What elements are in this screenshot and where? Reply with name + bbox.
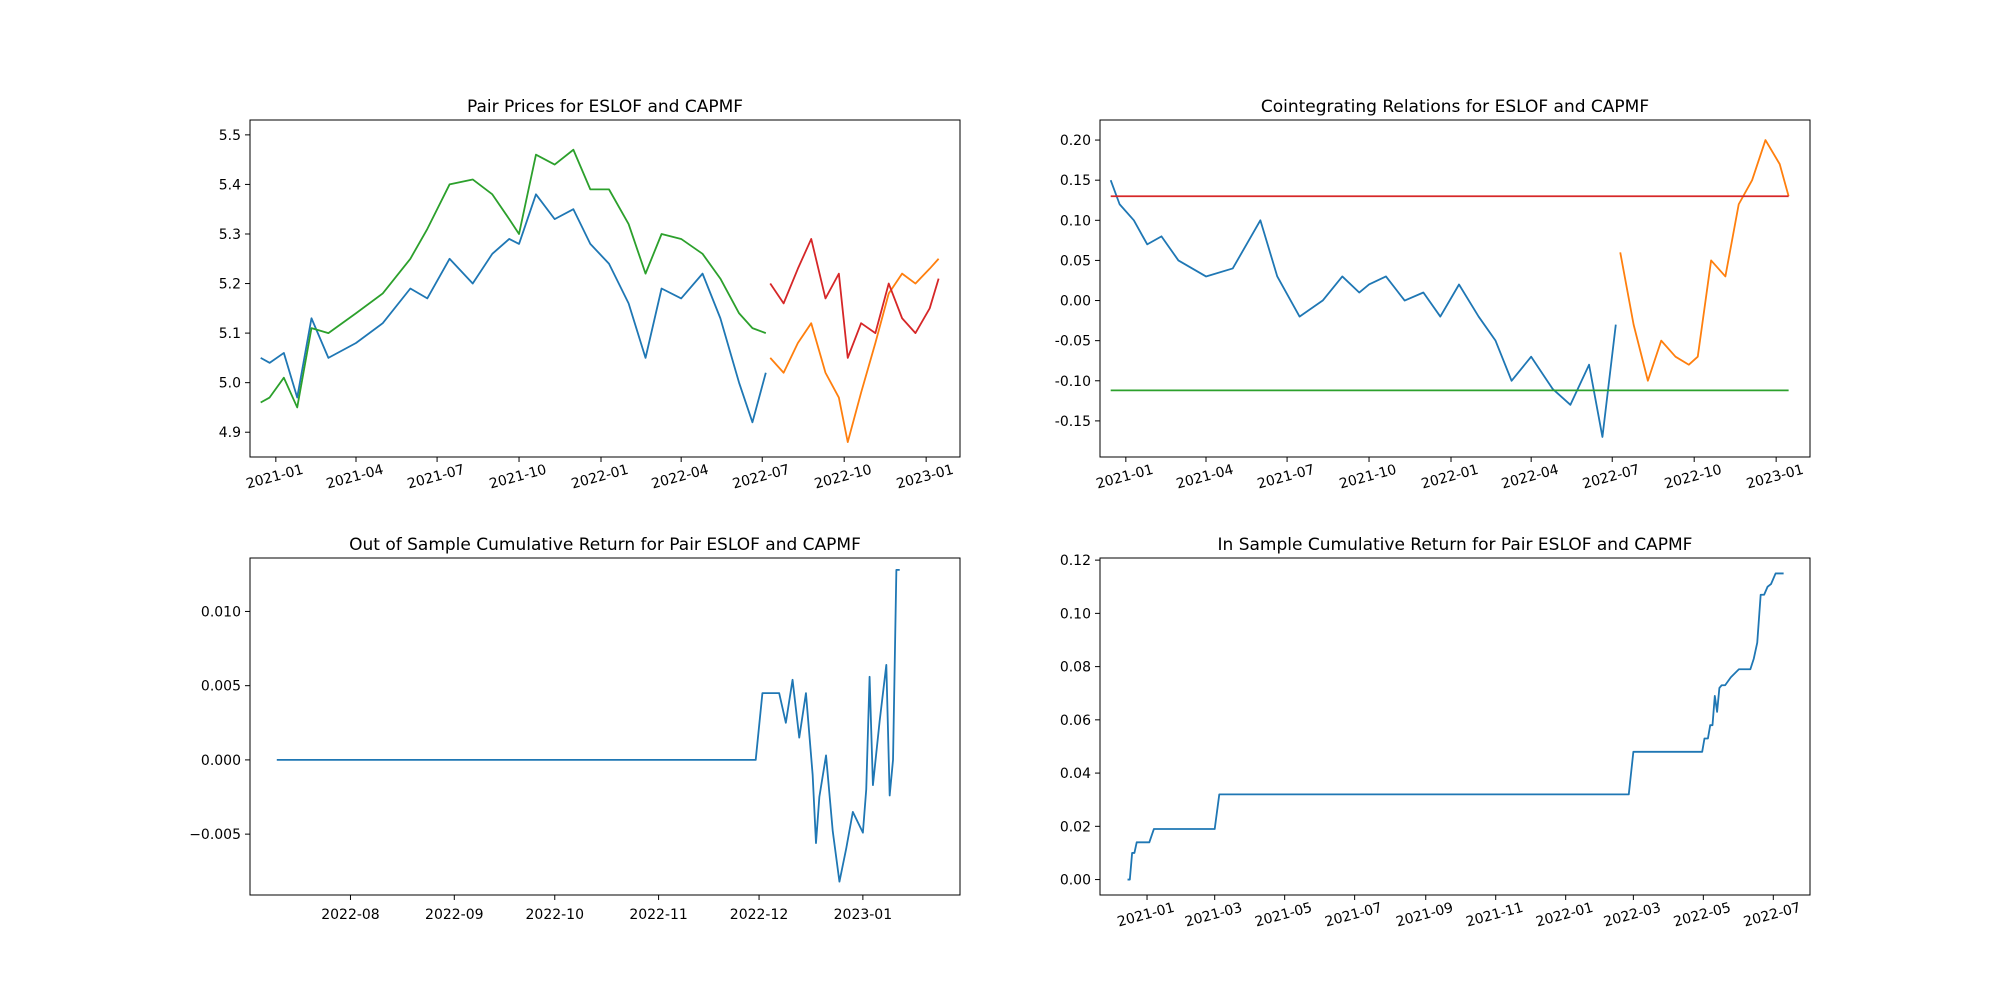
x-tick-label: 2021-07 [1256,462,1317,493]
y-tick-label: 0.02 [1060,819,1091,835]
series-line-1 [1127,572,1784,881]
y-tick-label: 0.00 [1060,294,1091,310]
series-line-2 [260,148,767,409]
series-line-3 [769,258,940,444]
plot-frame [249,119,961,458]
y-tick-label: 0.12 [1060,553,1091,569]
y-tick-label: 5.0 [219,376,241,392]
chart-title: Pair Prices for ESLOF and CAPMF [467,97,743,117]
x-tick-label: 2021-01 [1116,900,1177,931]
series-line-4 [769,238,940,359]
in-sample-return-chart: In Sample Cumulative Return for Pair ESL… [1060,535,1811,931]
x-tick-label: 2022-11 [629,907,688,923]
series-line-1 [1109,179,1617,438]
plot-frame [1099,119,1811,458]
y-tick-label: 0.08 [1060,660,1091,676]
y-tick-label: 5.5 [219,128,241,144]
y-tick-label: 0.20 [1060,133,1091,149]
y-tick-label: 0.05 [1060,253,1091,269]
pair-prices-chart: Pair Prices for ESLOF and CAPMF 4.9 5.0 5.1… [219,97,961,493]
y-tick-label: 0.10 [1060,213,1091,229]
x-tick-label: 2023-01 [1745,462,1806,493]
y-tick-label: 0.010 [201,604,241,620]
y-tick-label: -0.15 [1055,414,1091,430]
x-tick-label: 2021-01 [1094,462,1155,493]
y-tick-label: -0.10 [1055,374,1091,390]
chart-title: In Sample Cumulative Return for Pair ESL… [1218,535,1693,555]
x-tick-label: 2022-10 [813,462,874,493]
x-tick-label: 2022-03 [1602,900,1663,931]
x-tick-label: 2021-03 [1183,900,1244,931]
y-tick-label: 0.00 [1060,873,1091,889]
x-tick-label: 2021-09 [1394,900,1455,931]
out-of-sample-return-chart: Out of Sample Cumulative Return for Pair… [189,535,961,923]
chart-title: Cointegrating Relations for ESLOF and CA… [1261,97,1649,117]
y-tick-label: 0.06 [1060,713,1091,729]
cointegrating-relations-chart: Cointegrating Relations for ESLOF and CA… [1055,97,1811,493]
x-tick-label: 2021-04 [1175,462,1236,493]
x-tick-label: 2022-01 [1534,900,1595,931]
x-tick-label: 2022-05 [1672,900,1733,931]
y-tick-label: 5.3 [219,227,241,243]
x-tick-label: 2021-05 [1253,900,1314,931]
x-tick-label: 2022-07 [731,462,792,493]
x-tick-label: 2021-07 [406,462,467,493]
x-tick-label: 2022-04 [650,462,711,493]
y-tick-label: 0.000 [201,753,241,769]
x-tick-label: 2021-04 [325,462,386,493]
x-tick-label: 2022-04 [1500,462,1561,493]
y-tick-label: 0.005 [201,679,241,695]
x-tick-label: 2022-12 [730,907,789,923]
x-tick-label: 2022-10 [526,907,585,923]
series-line-1 [276,568,900,883]
y-tick-label: −0.005 [189,827,241,843]
x-tick-label: 2022-07 [1581,462,1642,493]
x-tick-label: 2021-01 [244,462,305,493]
x-tick-label: 2022-01 [1420,462,1481,493]
x-tick-label: 2022-08 [321,907,380,923]
x-tick-label: 2021-10 [488,462,549,493]
chart-title: Out of Sample Cumulative Return for Pair… [349,535,861,555]
x-tick-label: 2021-11 [1464,900,1525,931]
x-tick-label: 2022-09 [425,907,484,923]
y-tick-label: 0.15 [1060,173,1091,189]
series-line-2 [1619,139,1790,382]
y-tick-label: 0.04 [1060,766,1091,782]
x-tick-label: 2022-01 [570,462,631,493]
plot-frame [1099,557,1811,896]
y-tick-label: -0.05 [1055,334,1091,350]
y-tick-label: 5.4 [219,177,241,193]
x-tick-label: 2021-10 [1338,462,1399,493]
plot-frame [249,557,961,896]
x-tick-label: 2021-07 [1323,900,1384,931]
y-tick-label: 4.9 [219,425,241,441]
y-tick-label: 0.10 [1060,606,1091,622]
x-tick-label: 2023-01 [895,462,956,493]
x-tick-label: 2022-07 [1742,900,1803,931]
y-tick-label: 5.2 [219,277,241,293]
x-tick-label: 2023-01 [834,907,893,923]
y-tick-label: 5.1 [219,326,241,342]
series-line-1 [260,193,767,424]
x-tick-label: 2022-10 [1663,462,1724,493]
